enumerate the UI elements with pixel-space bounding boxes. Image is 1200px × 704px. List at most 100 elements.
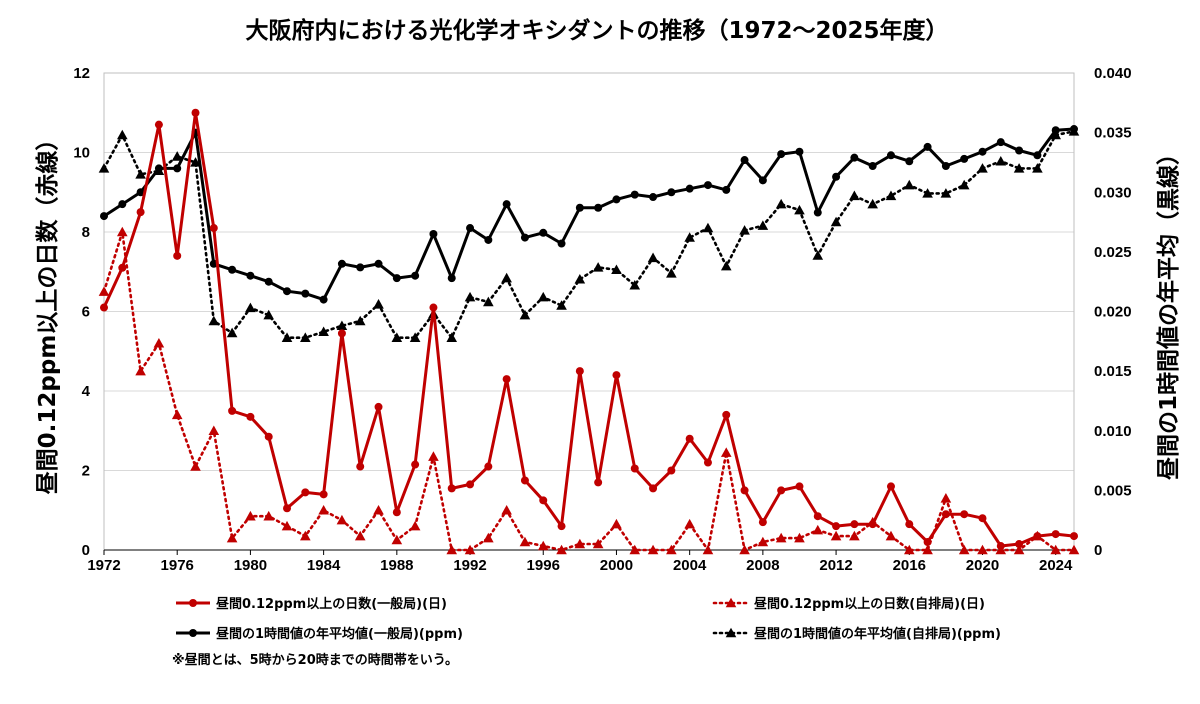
data-point [630,190,639,199]
data-point [867,198,878,209]
data-point [1013,544,1025,555]
data-point [356,263,365,272]
data-point [592,262,604,272]
data-point [795,482,804,491]
data-point [283,504,292,513]
data-point [739,544,750,555]
data-point [373,504,384,515]
data-point [940,188,952,198]
chart-title: 大阪府内における光化学オキシダントの推移（1972～2025年度） [245,17,948,44]
x-tick-label: 2008 [746,557,779,574]
x-tick-label: 1972 [87,557,120,574]
x-ticks: 1972 1976 1980 1984 1988 1992 1996 2000 2004 2008… [87,550,1073,574]
data-point [574,274,586,284]
data-point [556,544,567,555]
x-tick-label: 1992 [453,557,486,574]
legend-swatch-marker [189,599,197,607]
data-point [885,190,897,201]
data-point [666,544,677,555]
data-point [301,289,310,298]
data-point [171,409,183,420]
data-point [484,462,493,471]
data-point [630,464,639,473]
data-point [1070,532,1078,541]
y-left-ticks: 0 2 4 6 8 10 12 [73,65,90,559]
x-tick-label: 2012 [819,557,852,574]
data-point [941,510,950,519]
data-point [100,303,108,312]
data-point [977,544,988,555]
legend-label: 昼間0.12ppm以上の日数(一般局)(日) [216,596,447,612]
data-point [813,208,822,217]
legend-swatch-marker [725,627,737,638]
data-point [685,184,694,193]
data-point [117,226,128,237]
data-point [246,271,255,280]
data-point [502,375,511,384]
data-point [209,224,218,233]
data-point [720,447,732,457]
data-point [154,120,163,129]
data-point [666,268,677,278]
data-point [922,544,933,555]
data-point [1013,163,1025,173]
data-point [702,222,714,233]
data-point [886,151,895,160]
data-point [301,488,310,497]
data-point [850,153,859,162]
data-point [557,522,566,531]
data-point [740,486,749,495]
data-point [667,188,676,197]
legend-item: 昼間0.12ppm以上の日数(一般局)(日) [176,596,447,612]
data-point [300,530,311,541]
data-point [1068,544,1080,555]
chart-note: ※昼間とは、5時から20時までの時間帯をいう。 [172,652,458,668]
x-tick-label: 2004 [673,557,707,574]
series-2 [100,125,1078,304]
data-point [832,172,841,181]
y-right-ticks: 0 0.005 0.010 0.015 0.020 0.025 0.030 0.035 0.04… [1094,65,1132,559]
data-point [537,291,549,302]
y-left-label: 昼間0.12ppm以上の日数（赤線） [34,128,61,495]
data-point [281,332,293,342]
data-point [775,198,787,209]
data-point [667,466,676,475]
data-point [758,176,767,185]
data-point [647,544,659,555]
y-right-tick-label: 0.040 [1094,65,1132,82]
data-point [483,532,494,543]
x-tick-label: 2016 [893,557,926,574]
data-point [685,434,694,443]
data-point [354,530,366,541]
data-point [703,181,712,190]
data-point [612,371,621,380]
data-point [356,462,365,471]
data-point [191,108,200,117]
data-point [612,195,621,204]
data-point [483,296,494,307]
data-point [519,536,531,547]
data-point [575,203,584,212]
series-line [102,230,1076,552]
data-point [519,309,531,320]
x-tick-label: 2024 [1039,557,1073,574]
data-point [1033,151,1042,160]
data-point [777,150,786,159]
data-point [703,458,712,467]
data-point [466,224,475,233]
data-point [1032,163,1043,173]
data-point [850,520,859,529]
data-point [173,164,182,173]
data-point [319,490,328,499]
x-tick-label: 1984 [307,557,341,574]
data-point [226,327,238,338]
y-right-tick-label: 0.015 [1094,363,1132,380]
data-point [812,250,824,260]
data-point [1051,530,1060,539]
data-point [392,508,401,517]
data-point [118,200,127,209]
data-point [337,259,346,268]
data-point [136,188,145,197]
data-point [849,190,860,201]
data-point [411,271,420,280]
